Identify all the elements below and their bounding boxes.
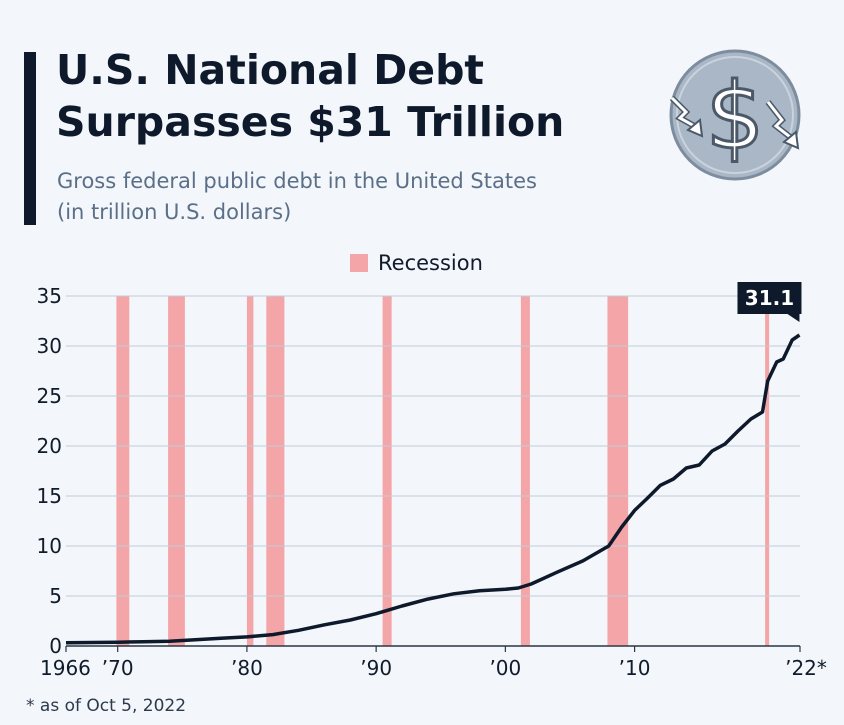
callout-box (737, 282, 802, 314)
legend-recession-swatch (350, 254, 368, 272)
callout-pointer (787, 314, 800, 322)
y-tick-label-30: 30 (37, 334, 62, 358)
y-axis-ticks: 0 5 10 15 20 25 30 35 (37, 284, 62, 658)
recession-band-3 (266, 296, 285, 646)
recession-bands (116, 296, 770, 646)
svg-text:$: $ (706, 63, 765, 170)
y-tick-label-35: 35 (37, 284, 62, 308)
x-axis-ticks: 1966 ’70 ’80 ’90 ’00 ’10 ’22* (40, 646, 827, 680)
recession-band-7 (765, 296, 770, 646)
title-line-2: Surpasses $31 Trillion (56, 98, 565, 146)
latest-value-callout: 31.1 (737, 282, 802, 322)
legend-recession-label: Recession (378, 251, 483, 275)
x-tick-label-5: ’10 (619, 656, 651, 680)
recession-band-2 (246, 296, 254, 646)
recession-band-4 (382, 296, 392, 646)
y-tick-label-0: 0 (49, 634, 62, 658)
recession-band-1 (168, 296, 185, 646)
y-tick-label-25: 25 (37, 384, 62, 408)
x-tick-label-4: ’00 (489, 656, 521, 680)
subtitle-line-2: (in trillion U.S. dollars) (57, 200, 292, 224)
x-tick-label-6: ’22* (785, 656, 827, 680)
x-tick-label-2: ’80 (231, 656, 263, 680)
title-line-1: U.S. National Debt (56, 46, 485, 94)
grid-lines (66, 295, 800, 647)
recession-band-0 (116, 296, 130, 646)
y-tick-label-15: 15 (37, 484, 62, 508)
debt-line-chart: 0 5 10 15 20 25 30 35 1966 ’70 ’80 ’90 ’00 ’10 ’22* 3… (37, 282, 827, 680)
x-tick-label-3: ’90 (360, 656, 392, 680)
title-accent-bar (24, 52, 36, 225)
y-tick-label-20: 20 (37, 434, 62, 458)
y-tick-label-10: 10 (37, 534, 62, 558)
recession-band-6 (607, 296, 629, 646)
chart-legend: Recession (350, 250, 483, 276)
x-tick-label-1: ’70 (102, 656, 134, 680)
y-tick-label-5: 5 (49, 584, 62, 608)
debt-series-line (65, 333, 801, 645)
recession-band-5 (520, 296, 530, 646)
page-subtitle: Gross federal public debt in the United … (57, 166, 657, 228)
callout-value: 31.1 (745, 286, 794, 310)
subtitle-line-1: Gross federal public debt in the United … (57, 169, 537, 193)
dollar-down-arrows-icon: $ (669, 49, 801, 181)
footnote: * as of Oct 5, 2022 (26, 696, 187, 716)
page-title: U.S. National Debt Surpasses $31 Trillio… (56, 44, 656, 148)
x-tick-label-0: 1966 (40, 656, 91, 680)
